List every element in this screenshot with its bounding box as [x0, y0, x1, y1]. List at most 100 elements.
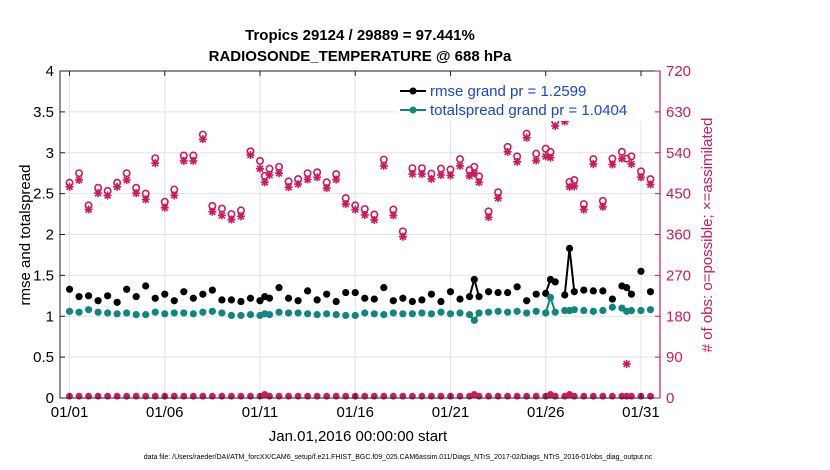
obs-assimilated-point	[217, 211, 226, 220]
obs-count-baseline-point	[608, 392, 616, 400]
y2-tick-label: 360	[666, 227, 691, 244]
rmse-point	[570, 288, 578, 296]
totalspread-point	[361, 309, 369, 317]
obs-count-baseline-point	[551, 392, 559, 400]
legend-rmse-marker	[409, 87, 417, 95]
obs-assimilated-point	[132, 189, 141, 198]
legend: rmse grand pr = 1.2599 totalspread grand…	[397, 79, 655, 121]
obs-assimilated-point	[627, 160, 636, 169]
totalspread-point	[132, 311, 140, 319]
y2-tick-label: 450	[666, 186, 691, 203]
totalspread-point	[275, 308, 283, 316]
obs-assimilated-point	[560, 117, 569, 126]
rmse-point	[104, 292, 112, 300]
legend-box	[397, 79, 655, 121]
totalspread-point	[599, 306, 607, 315]
obs-possible-point	[217, 204, 226, 213]
rmse-point	[523, 297, 531, 305]
rmse-point	[275, 284, 283, 292]
x-axis-label: Jan.01,2016 00:00:00 start	[269, 428, 448, 445]
rmse-point	[256, 297, 264, 305]
obs-possible-point	[265, 164, 274, 173]
obs-count-baseline-point	[580, 392, 588, 400]
obs-count-baseline-point	[247, 392, 254, 400]
obs-assimilated-point	[513, 157, 522, 166]
rmse-point	[304, 287, 312, 295]
obs-possible-point	[455, 155, 464, 164]
totalspread-point	[323, 310, 331, 318]
totalspread-point	[465, 311, 474, 319]
totalspread-point	[523, 309, 531, 317]
obs-assimilated-point	[94, 189, 103, 198]
rmse-point	[646, 288, 655, 296]
totalspread-point	[399, 310, 407, 318]
obs-count-baseline-point	[647, 392, 654, 400]
y2-tick-label: 0	[666, 390, 674, 407]
y2-tick-label: 90	[666, 349, 683, 366]
totalspread-point	[199, 308, 207, 316]
y-tick-label: 4	[46, 63, 54, 80]
totalspread-point	[208, 307, 216, 315]
obs-assimilated-point	[313, 173, 322, 182]
y-tick-label: 2.5	[33, 186, 54, 203]
x-tick-label: 01/16	[336, 404, 374, 421]
rmse-point	[456, 295, 464, 303]
obs-count-baseline-point	[123, 392, 131, 400]
rmse-point	[637, 267, 645, 275]
rmse-point	[199, 290, 207, 298]
x-tick-label: 01/26	[527, 404, 565, 421]
totalspread-point	[342, 311, 350, 320]
totalspread-point	[284, 309, 293, 317]
rmse-point	[580, 286, 588, 294]
y-tick-label: 3.5	[33, 104, 54, 121]
obs-count-baseline-point	[342, 392, 350, 400]
obs-assimilated-point	[198, 135, 207, 144]
totalspread-point	[313, 311, 321, 319]
obs-assimilated-point	[360, 210, 369, 219]
totalspread-point	[161, 310, 169, 318]
obs-assimilated-point	[227, 215, 236, 224]
rmse-point	[380, 284, 388, 292]
obs-assimilated-point	[398, 232, 407, 241]
rmse-point	[608, 295, 616, 303]
obs-count-baseline-point	[361, 392, 369, 400]
y-tick-label: 1.5	[33, 267, 54, 284]
obs-assimilated-point	[446, 171, 455, 180]
rmse-point	[151, 294, 159, 302]
rmse-point	[180, 288, 188, 296]
rmse-line-segment	[563, 248, 571, 296]
rmse-point	[161, 290, 169, 298]
rmse-point	[313, 296, 321, 304]
obs-assimilated-point	[579, 205, 588, 214]
obs-assimilated-point	[541, 152, 550, 161]
rmse-point	[389, 297, 397, 305]
obs-assimilated-point	[546, 153, 555, 162]
y-tick-label: 0	[46, 390, 54, 407]
totalspread-point	[504, 308, 512, 316]
obs-assimilated-point	[256, 164, 264, 173]
totalspread-point	[180, 309, 188, 317]
obs-assimilated-point	[622, 359, 631, 368]
obs-count-baseline-point	[313, 392, 321, 400]
totalspread-point	[151, 308, 159, 316]
y-tick-label: 2	[46, 227, 54, 244]
y-tick-label: 1	[46, 308, 54, 325]
totalspread-point	[484, 308, 493, 316]
chart-title: Tropics 29124 / 29889 = 97.441%	[245, 27, 475, 44]
totalspread-point	[351, 311, 359, 320]
obs-count-baseline-point	[456, 392, 464, 400]
obs-assimilated-point	[75, 176, 84, 184]
obs-assimilated-point	[484, 213, 493, 222]
rmse-point	[75, 293, 83, 301]
obs-assimilated-point	[341, 200, 350, 209]
obs-count-baseline-point	[513, 392, 521, 400]
obs-assimilated-point	[503, 147, 512, 156]
rmse-point	[418, 296, 426, 304]
rmse-point	[551, 278, 559, 286]
series-layer	[65, 113, 655, 400]
y2-tick-label: 540	[666, 145, 691, 162]
obs-count-baseline-point	[485, 392, 492, 400]
legend-spread-marker	[409, 106, 417, 114]
totalspread-point	[227, 311, 236, 320]
rmse-point	[532, 290, 540, 298]
